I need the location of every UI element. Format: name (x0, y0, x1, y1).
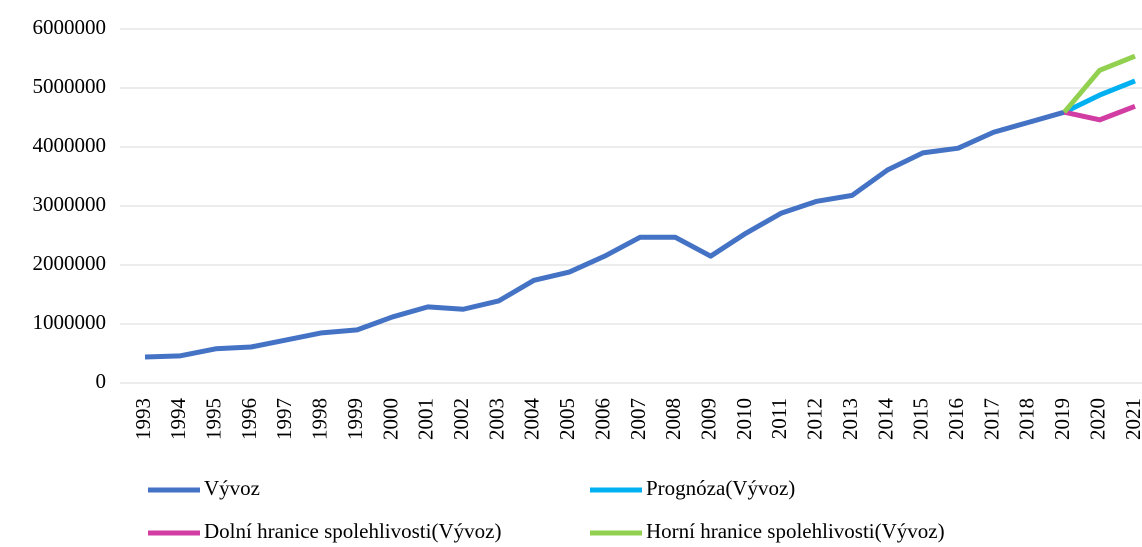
x-tick-label: 2018 (1015, 398, 1039, 440)
x-tick-label: 2001 (414, 398, 438, 440)
x-tick-label: 1993 (131, 398, 155, 440)
x-tick-label: 2003 (484, 398, 508, 440)
series-line (1062, 53, 1136, 114)
x-tick-label: 2012 (803, 398, 827, 440)
x-tick-label: 2005 (555, 398, 579, 440)
x-tick-label: 2021 (1121, 398, 1142, 440)
y-tick-label: 5000000 (33, 74, 107, 98)
y-tick-label: 1000000 (33, 310, 107, 334)
y-tick-label: 0 (96, 369, 107, 393)
x-tick-label: 2004 (520, 398, 544, 441)
y-tick-label: 4000000 (33, 133, 107, 157)
legend-label: Horní hranice spolehlivosti(Vývoz) (646, 519, 945, 543)
series-line (1063, 103, 1136, 123)
x-tick-label: 2008 (661, 398, 685, 440)
y-tick-label: 6000000 (33, 15, 107, 39)
x-tick-label: 2017 (979, 398, 1003, 440)
x-tick-label: 2019 (1050, 398, 1074, 440)
x-tick-label: 1995 (202, 398, 226, 440)
x-tick-label: 2007 (626, 398, 650, 440)
x-tick-label: 2000 (378, 398, 402, 440)
legend-label: Vývoz (204, 476, 260, 500)
x-tick-label: 2020 (1085, 398, 1109, 440)
x-tick-label: 2006 (590, 398, 614, 440)
y-tick-label: 3000000 (33, 192, 107, 216)
x-tick-label: 2009 (697, 398, 721, 440)
x-tick-label: 2011 (767, 398, 791, 439)
x-tick-label: 2002 (449, 398, 473, 440)
x-tick-label: 1997 (272, 398, 296, 440)
x-tick-label: 2016 (944, 398, 968, 440)
y-tick-label: 2000000 (33, 251, 107, 275)
series-line (144, 109, 1065, 360)
x-tick-label: 1998 (308, 398, 332, 440)
x-tick-label: 1994 (166, 398, 190, 441)
x-tick-label: 2013 (838, 398, 862, 440)
legend-label: Dolní hranice spolehlivosti(Vývoz) (204, 519, 501, 543)
x-tick-label: 1999 (343, 398, 367, 440)
x-tick-label: 1996 (237, 398, 261, 440)
legend-label: Prognóza(Vývoz) (646, 476, 795, 500)
x-tick-label: 2014 (873, 398, 897, 441)
series-line (1063, 78, 1136, 115)
x-tick-label: 2010 (732, 398, 756, 440)
x-tick-label: 2015 (909, 398, 933, 440)
